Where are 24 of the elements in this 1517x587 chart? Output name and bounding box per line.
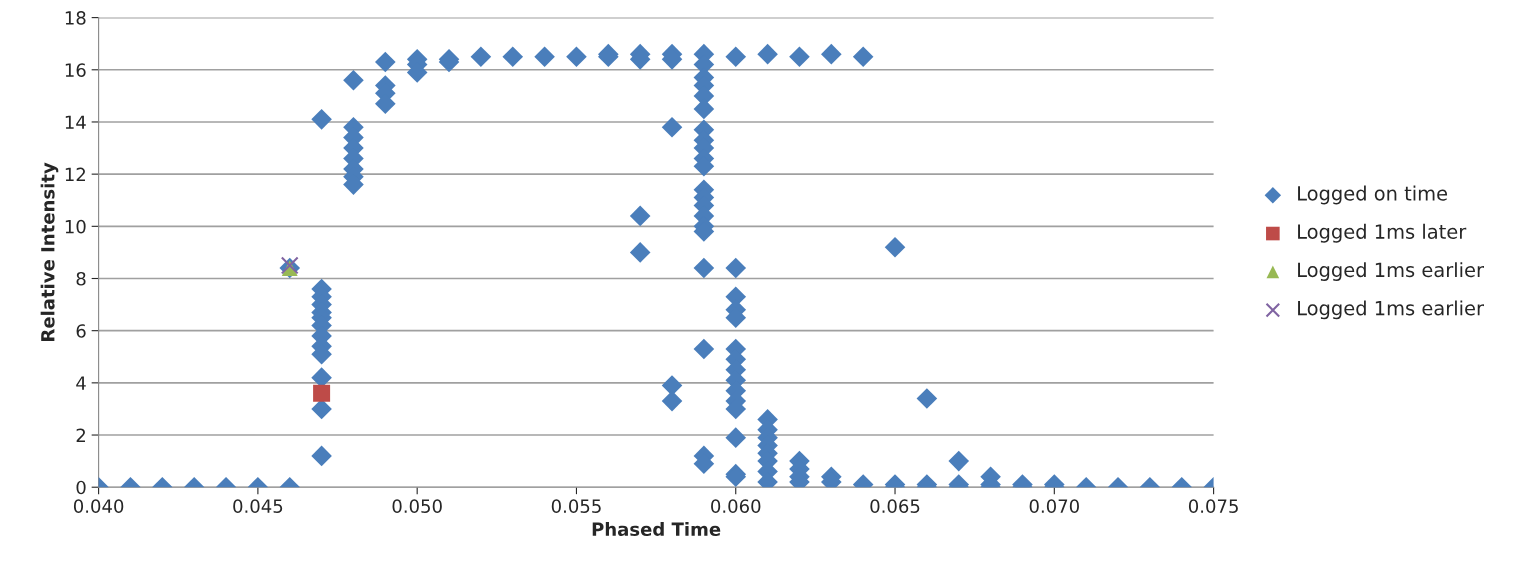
legend-label: Logged 1ms earlier <box>1298 300 1484 320</box>
y-tick-label: 6 <box>76 324 86 338</box>
x-tick-label: 0.065 <box>870 499 920 513</box>
y-tick-label: 14 <box>65 115 86 129</box>
x-tick-label: 0.050 <box>392 499 442 513</box>
x-tick-label: 0.060 <box>711 499 761 513</box>
y-tick-label: 4 <box>76 376 86 390</box>
x-tick-label: 0.055 <box>551 499 601 513</box>
y-tick-label: 10 <box>65 219 86 234</box>
legend-label: Logged 1ms earlier <box>1298 262 1484 281</box>
x-tick-label: 0.040 <box>73 499 124 513</box>
y-tick-label: 16 <box>65 63 86 77</box>
x-tick-label: 0.045 <box>233 499 283 513</box>
y-axis-title: Relative Intensity <box>40 162 59 341</box>
x-axis-title: Phased Time <box>592 522 721 537</box>
x-tick-label: 0.075 <box>1188 499 1238 513</box>
legend-label: Logged 1ms later <box>1298 223 1467 243</box>
y-tick-label: 12 <box>65 167 85 181</box>
x-tick-label: 0.070 <box>1029 499 1079 513</box>
legend-label: Logged on time <box>1298 185 1448 205</box>
y-tick-label: 8 <box>76 271 86 286</box>
y-tick-label: 18 <box>65 11 86 25</box>
y-tick-label: 2 <box>76 428 85 442</box>
y-tick-label: 0 <box>76 480 86 495</box>
